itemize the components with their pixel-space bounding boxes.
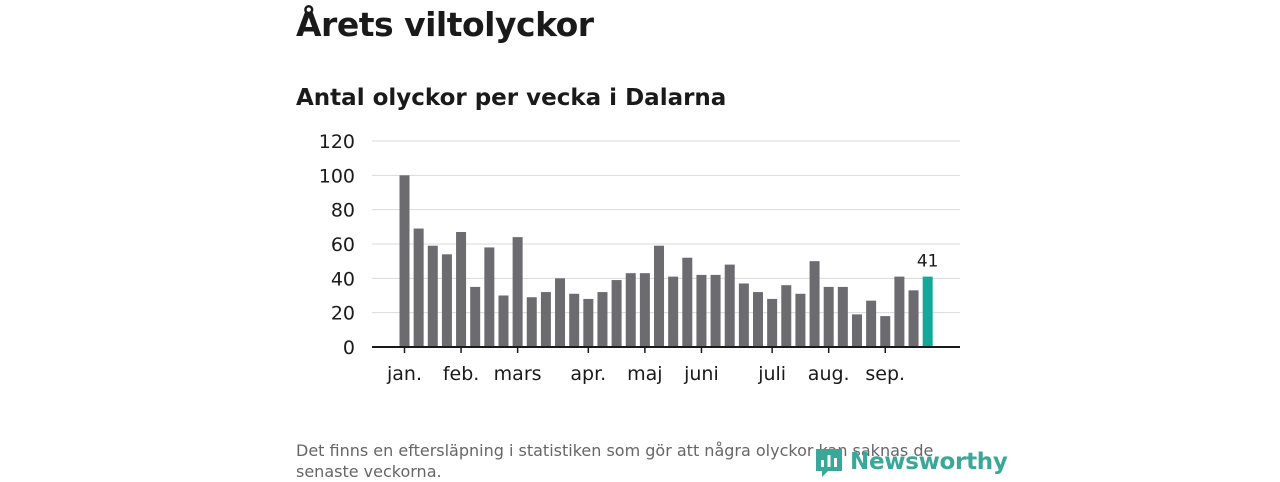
- bar: [837, 286, 848, 347]
- bar: [781, 285, 792, 347]
- bar: [682, 257, 693, 347]
- bar: [427, 245, 438, 347]
- bar: [908, 290, 919, 347]
- newsworthy-logo-text: Newsworthy: [850, 449, 1008, 475]
- x-tick-label: apr.: [570, 363, 606, 385]
- bar: [753, 292, 763, 347]
- bar: [866, 300, 877, 347]
- bar: [880, 316, 891, 347]
- x-tick-label: juni: [683, 363, 719, 385]
- y-tick-label: 60: [331, 234, 355, 256]
- x-tick-label: mars: [494, 363, 542, 385]
- data-label: 41: [917, 252, 939, 272]
- page-title: Årets viltolyckor: [296, 5, 594, 44]
- bar: [795, 293, 806, 347]
- y-tick-label: 20: [331, 303, 355, 325]
- highlight-bar: [922, 276, 933, 347]
- bar: [484, 247, 495, 347]
- bar: [456, 231, 467, 347]
- bar: [894, 276, 905, 347]
- bar: [851, 314, 862, 347]
- bar: [413, 228, 424, 347]
- y-tick-label: 80: [331, 200, 355, 222]
- bar: [668, 276, 679, 347]
- bar: [470, 286, 481, 347]
- bar: [540, 292, 551, 347]
- bar: [767, 298, 778, 347]
- bar: [625, 273, 636, 347]
- y-tick-label: 40: [331, 268, 355, 290]
- x-tick-label: sep.: [865, 363, 905, 385]
- bar: [696, 274, 707, 347]
- chart-subtitle: Antal olyckor per vecka i Dalarna: [296, 85, 727, 111]
- bar: [597, 292, 608, 347]
- bar: [639, 273, 650, 347]
- y-tick-label: 120: [319, 131, 355, 153]
- bar: [738, 283, 749, 347]
- bar: [809, 261, 820, 347]
- bar: [569, 293, 580, 347]
- y-tick-label: 100: [319, 165, 355, 187]
- bar: [724, 264, 735, 347]
- bar: [512, 237, 523, 347]
- x-tick-label: juli: [757, 363, 786, 385]
- bar: [583, 298, 594, 347]
- bar: [710, 274, 721, 347]
- footnote: Det finns en eftersläpning i statistiken…: [296, 441, 934, 481]
- x-tick-label: maj: [627, 363, 662, 385]
- bar: [399, 175, 410, 347]
- bar: [555, 278, 566, 347]
- bar: [611, 280, 622, 347]
- bar: [526, 297, 537, 347]
- x-tick-label: jan.: [386, 363, 422, 385]
- newsworthy-logo-icon: [816, 449, 842, 477]
- y-tick-label: 0: [343, 337, 355, 359]
- x-tick-label: feb.: [443, 363, 479, 385]
- newsworthy-logo: Newsworthy: [814, 444, 1008, 480]
- bar: [441, 254, 452, 347]
- bar: [498, 295, 509, 347]
- bar: [654, 245, 665, 347]
- x-tick-label: aug.: [808, 363, 850, 385]
- bar: [823, 286, 834, 347]
